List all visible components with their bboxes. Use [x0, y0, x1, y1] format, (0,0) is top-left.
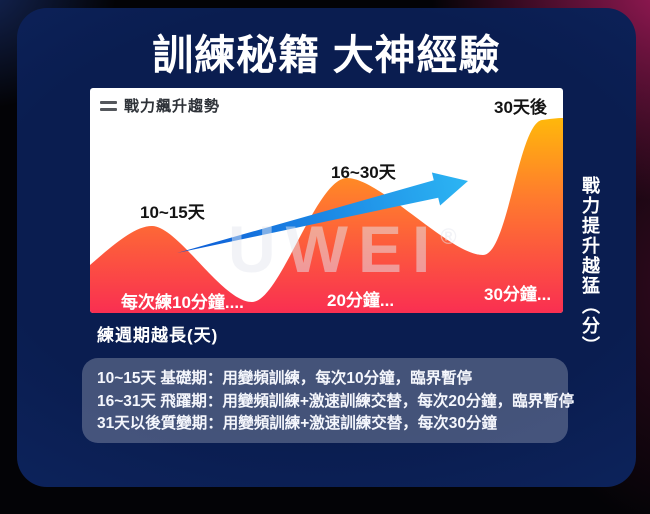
page-title: 訓練秘籍 大神經驗: [152, 32, 501, 78]
y-axis-label: 戰力提升越猛（分）: [580, 176, 600, 356]
watermark-text: UWEI: [228, 212, 441, 286]
trend-chart-card: UWEI® 戰力飆升趨勢 10~15天 16~30天 30天後 每次練10分鐘.…: [90, 88, 563, 313]
period-label-2: 16~30天: [331, 163, 396, 182]
registered-mark-icon: ®: [440, 224, 457, 249]
note-line-2: 16~31天 飛躍期：用變頻訓練+激速訓練交替，每次20分鐘，臨界暫停: [97, 392, 575, 410]
panel-card: 訓練秘籍 大神經驗 UWEI®: [17, 8, 636, 487]
duration-label-1: 每次練10分鐘....: [121, 293, 244, 312]
chart-legend-label: 戰力飆升趨勢: [124, 98, 221, 115]
menu-icon: [100, 100, 117, 111]
duration-label-2: 20分鐘...: [327, 291, 395, 310]
duration-label-3: 30分鐘...: [484, 285, 552, 304]
watermark: UWEI®: [228, 216, 457, 282]
notes-panel: 10~15天 基礎期：用變頻訓練，每次10分鐘，臨界暫停 16~31天 飛躍期：…: [82, 358, 575, 443]
note-line-3: 31天以後質變期：用變頻訓練+激速訓練交替，每次30分鐘: [97, 415, 498, 432]
chart-legend: 戰力飆升趨勢: [100, 95, 220, 116]
note-line-1: 10~15天 基礎期：用變頻訓練，每次10分鐘，臨界暫停: [97, 370, 473, 387]
period-label-3: 30天後: [494, 98, 547, 117]
wave-area-plot: [90, 118, 563, 313]
x-axis-label: 練週期越長(天): [97, 326, 219, 345]
trend-arrow: [177, 172, 468, 253]
period-label-1: 10~15天: [140, 203, 205, 222]
